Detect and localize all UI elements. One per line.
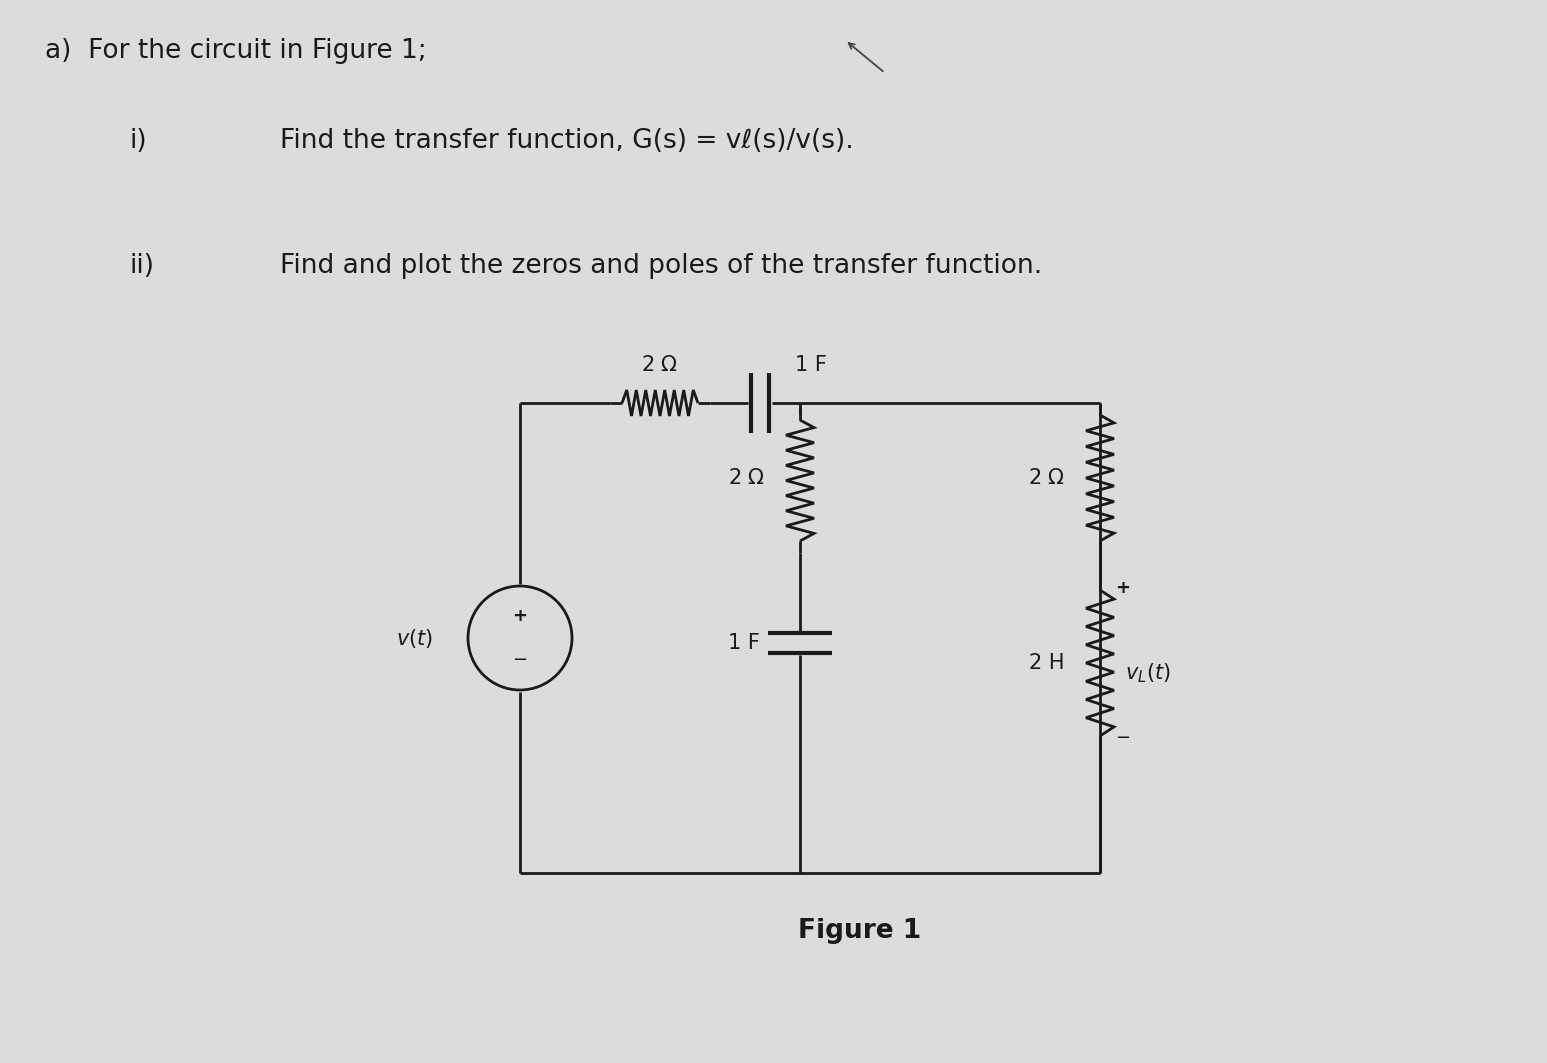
Text: Figure 1: Figure 1 xyxy=(798,918,922,944)
Text: 2 $\Omega$: 2 $\Omega$ xyxy=(642,355,679,375)
Text: +: + xyxy=(512,607,528,625)
Text: Find and plot the zeros and poles of the transfer function.: Find and plot the zeros and poles of the… xyxy=(280,253,1043,279)
Text: 1 F: 1 F xyxy=(729,632,760,653)
Text: 1 F: 1 F xyxy=(795,355,828,375)
Text: −: − xyxy=(1115,729,1131,747)
Text: 2 $\Omega$: 2 $\Omega$ xyxy=(1027,468,1064,488)
Text: +: + xyxy=(1115,579,1129,597)
Text: 2 $\Omega$: 2 $\Omega$ xyxy=(729,468,766,488)
Text: $v(t)$: $v(t)$ xyxy=(396,626,433,649)
Text: $v_L(t)$: $v_L(t)$ xyxy=(1125,661,1171,685)
Text: ii): ii) xyxy=(130,253,155,279)
Text: −: − xyxy=(512,651,528,669)
Text: 2 H: 2 H xyxy=(1029,653,1064,673)
Text: i): i) xyxy=(130,128,147,154)
Text: a)  For the circuit in Figure 1;: a) For the circuit in Figure 1; xyxy=(45,38,427,64)
Text: Find the transfer function, G(s) = vℓ(s)/v(s).: Find the transfer function, G(s) = vℓ(s)… xyxy=(280,128,854,154)
